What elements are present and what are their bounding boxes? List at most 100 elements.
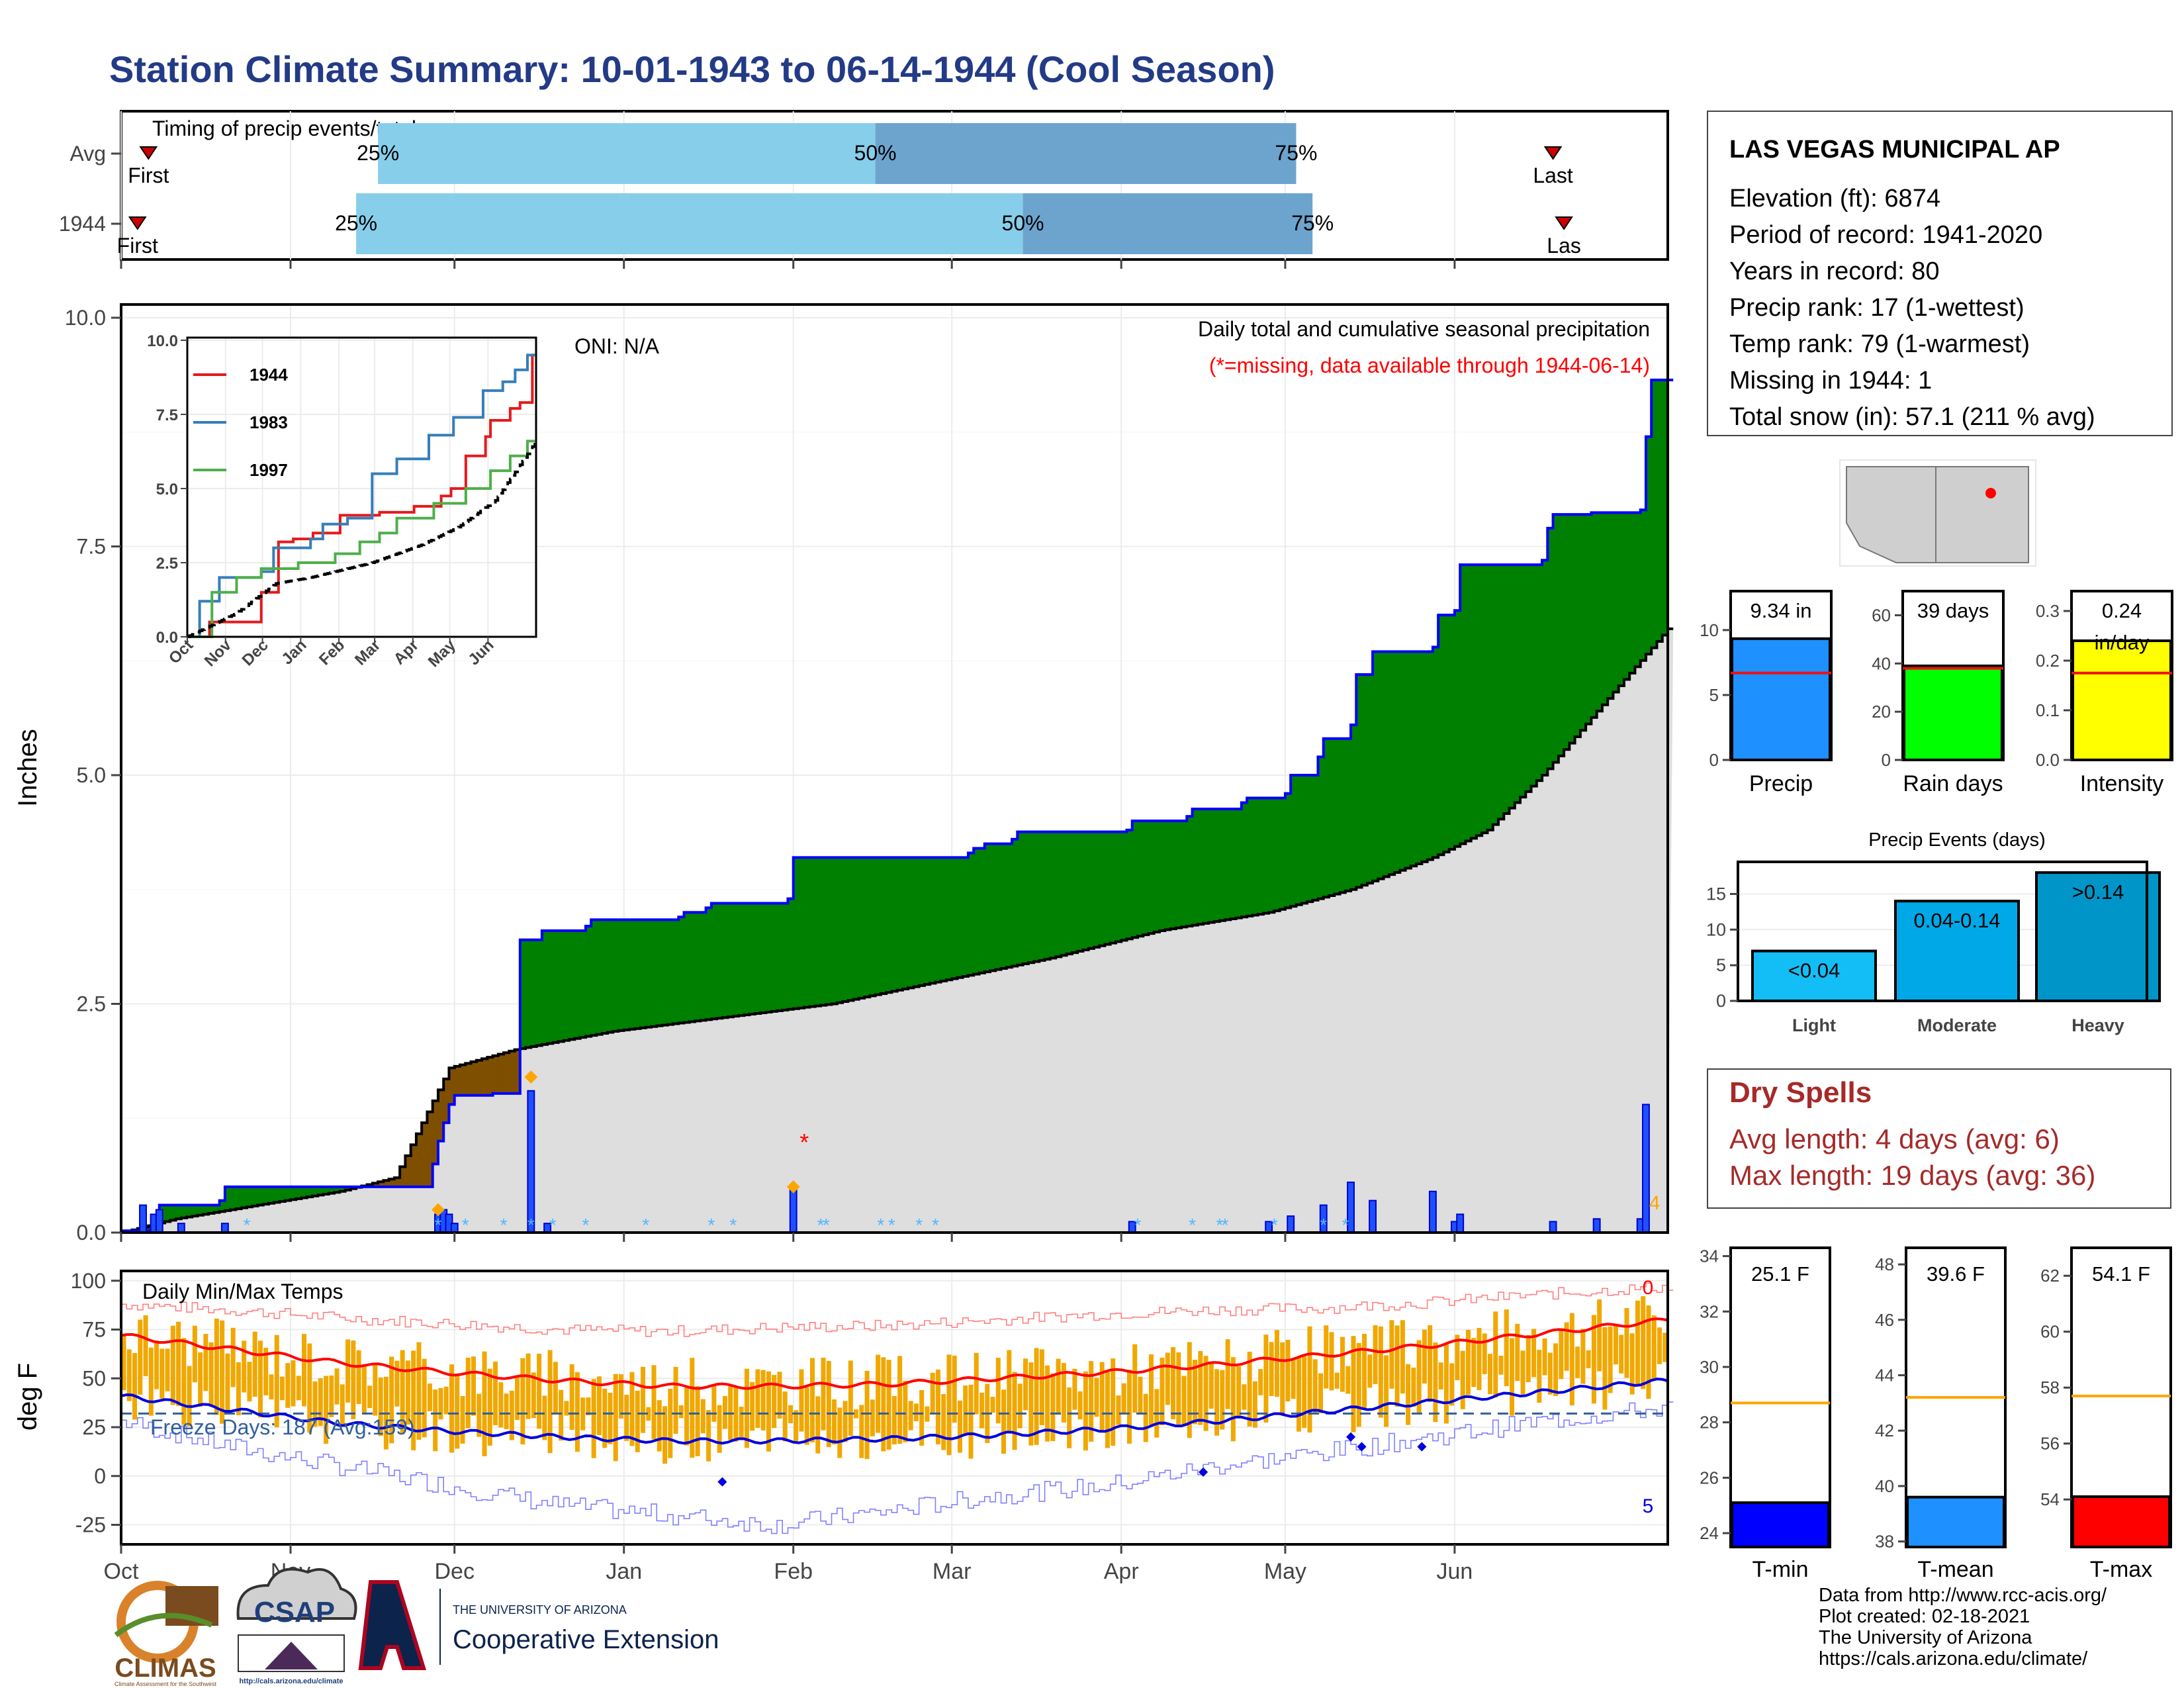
- temps-y-tick-label: 75: [82, 1318, 106, 1342]
- daily-temp-bar: [318, 1378, 323, 1427]
- daily-temp-bar: [154, 1340, 159, 1389]
- daily-temp-bar: [455, 1375, 460, 1449]
- trace-marker: *: [877, 1215, 884, 1235]
- ua-logo-a: [358, 1580, 427, 1670]
- daily-temp-bar: [668, 1388, 673, 1458]
- trace-marker: *: [1271, 1215, 1278, 1235]
- daily-temp-bar: [400, 1350, 405, 1434]
- daily-temp-bar: [799, 1369, 804, 1432]
- mini-precip-value-unit: in/day: [2095, 631, 2150, 654]
- daily-temp-bar: [1504, 1309, 1509, 1387]
- daily-temp-bar: [979, 1392, 985, 1429]
- daily-temp-bar: [1072, 1368, 1077, 1410]
- daily-temp-bar: [340, 1384, 345, 1425]
- daily-temp-bar: [1148, 1354, 1154, 1427]
- daily-temp-bar: [1362, 1333, 1367, 1409]
- station-info-box: LAS VEGAS MUNICIPAL AP Elevation (ft): 68…: [1707, 111, 2173, 436]
- mini-precip-y-tick-label: 20: [1872, 702, 1891, 722]
- daily-temp-bar: [1056, 1358, 1061, 1415]
- station-name: LAS VEGAS MUNICIPAL AP: [1729, 136, 2060, 164]
- daily-temp-bar: [525, 1353, 531, 1419]
- daily-temp-bar: [559, 1389, 564, 1441]
- daily-temp-bar: [990, 1397, 995, 1413]
- footer-line: Data from http://www.rcc-acis.org/: [1819, 1585, 2107, 1606]
- daily-temp-bar: [1498, 1355, 1504, 1375]
- daily-temp-bar: [1646, 1305, 1651, 1399]
- inset-frame: [186, 336, 537, 638]
- daily-temp-bar: [482, 1351, 487, 1456]
- daily-temp-bar: [586, 1397, 591, 1415]
- daily-temp-bar: [635, 1390, 640, 1452]
- daily-temp-bar: [394, 1360, 400, 1407]
- daily-temp-bar: [755, 1369, 760, 1429]
- daily-temp-bar: [913, 1403, 919, 1421]
- snow-marker: [786, 1180, 800, 1194]
- mini-precip-label: Precip: [1749, 771, 1813, 796]
- daily-temp-bar: [1651, 1315, 1657, 1381]
- daily-temp-bar: [891, 1395, 897, 1445]
- daily-temp-bar: [1378, 1326, 1383, 1418]
- trace-marker: *: [435, 1215, 442, 1235]
- daily-temp-bar: [1252, 1381, 1257, 1428]
- month-tick-label: Apr: [1104, 1559, 1139, 1584]
- trace-marker: *: [1216, 1215, 1223, 1235]
- dry-spells-box: Dry Spells Avg length: 4 days (avg: 6) Max…: [1707, 1068, 2171, 1209]
- daily-temp-bar: [1591, 1315, 1596, 1404]
- daily-temp-bar: [1318, 1373, 1324, 1414]
- daily-temp-bar: [750, 1382, 755, 1431]
- daily-temp-bar: [247, 1362, 252, 1402]
- daily-temp-bar: [925, 1406, 930, 1422]
- mini-precip-y-tick-label: 40: [1872, 653, 1891, 673]
- daily-temp-bar: [641, 1366, 646, 1433]
- climas-logo-swoosh: [114, 1613, 213, 1638]
- mini-precip-value: 0.24: [2102, 599, 2142, 622]
- daily-temp-bar: [1307, 1326, 1312, 1433]
- daily-temp-bar: [187, 1366, 192, 1427]
- daily-temp-bar: [1520, 1350, 1525, 1395]
- daily-temp-bar: [1176, 1352, 1181, 1425]
- daily-temp-bar: [1635, 1300, 1640, 1385]
- record-min-line: [121, 1401, 1674, 1534]
- footer-line: The University of Arizona: [1819, 1627, 2032, 1648]
- temps-y-axis-label: deg F: [13, 1363, 42, 1430]
- daily-temp-bar: [1580, 1329, 1586, 1384]
- daily-temp-bar: [138, 1319, 143, 1395]
- daily-temp-bar: [613, 1374, 618, 1462]
- trace-marker: *: [527, 1215, 535, 1235]
- mini-precip-value: 39 days: [1917, 599, 1989, 622]
- daily-temp-bar: [919, 1390, 925, 1446]
- daily-temp-bar: [946, 1354, 952, 1456]
- daily-temp-bar: [1482, 1333, 1487, 1374]
- csap-logo-mountain: [265, 1642, 318, 1669]
- event-bar: [1751, 949, 1877, 1002]
- daily-temp-bar: [684, 1387, 690, 1446]
- daily-temp-bar: [1537, 1350, 1542, 1403]
- inset-series-line: [187, 440, 535, 638]
- trace-marker: *: [707, 1215, 715, 1235]
- daily-temp-bar: [329, 1375, 334, 1417]
- daily-temp-bar: [279, 1376, 285, 1401]
- daily-temp-bar: [443, 1386, 449, 1415]
- daily-temp-bar: [1094, 1378, 1099, 1417]
- daily-temp-bar: [1406, 1364, 1411, 1425]
- daily-temp-bar: [1111, 1358, 1116, 1446]
- daily-temp-bar: [438, 1387, 443, 1420]
- mini-temp-value: 54.1 F: [2092, 1262, 2150, 1286]
- timing-p75-label: 75%: [1291, 211, 1334, 235]
- daily-temp-bar: [1356, 1342, 1361, 1427]
- events-y-tick-label: 0: [1716, 991, 1726, 1011]
- daily-temp-bar: [296, 1376, 301, 1401]
- daily-temp-bar: [706, 1410, 711, 1462]
- daily-temp-bar: [1340, 1336, 1345, 1392]
- daily-temp-bar: [1312, 1359, 1318, 1414]
- mini-precip-y-tick-label: 60: [1872, 605, 1891, 625]
- daily-temp-bar: [242, 1340, 247, 1393]
- timing-last-marker: [1555, 216, 1573, 230]
- daily-temp-bar: [389, 1356, 394, 1444]
- daily-temp-bar: [821, 1357, 826, 1430]
- daily-temp-bar: [509, 1390, 514, 1440]
- timing-first-label: First: [128, 164, 169, 187]
- trace-marker: *: [1320, 1215, 1327, 1235]
- event-bar-label: 0.04-0.14: [1914, 909, 2001, 932]
